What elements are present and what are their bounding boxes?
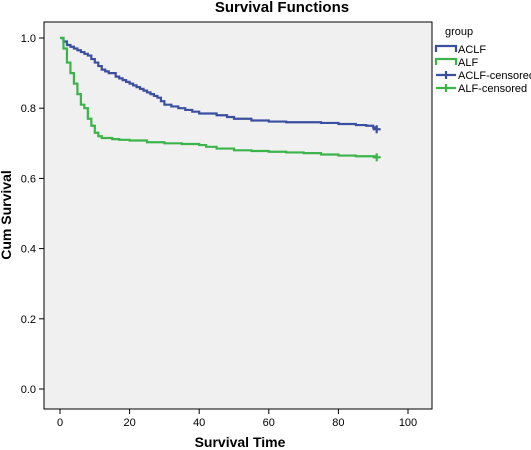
y-axis-label: Cum Survival [0, 170, 14, 259]
y-tick-label: 0.2 [21, 314, 36, 326]
series-line-alf [60, 36, 378, 158]
x-tick-label: 0 [57, 417, 63, 429]
y-tick-label: 0.8 [21, 103, 36, 115]
y-tick-label: 0.0 [21, 384, 36, 396]
x-axis: 0 20 40 60 80 100 [57, 409, 417, 429]
legend-label: ACLF-censored [458, 70, 531, 82]
plot-area [43, 21, 433, 410]
legend-item-alf-censored: ALF-censored [436, 83, 527, 95]
x-tick-label: 20 [123, 417, 135, 429]
y-tick-label: 0.4 [21, 244, 36, 256]
y-tick-label: 1.0 [21, 33, 36, 45]
legend-item-aclf: ACLF [434, 44, 486, 56]
x-tick-label: 40 [193, 417, 205, 429]
x-tick-label: 100 [399, 417, 417, 429]
legend-item-alf: ALF [434, 57, 478, 69]
y-axis: 0.0 0.2 0.4 0.6 0.8 1.0 [21, 33, 44, 396]
legend-label: ALF [458, 57, 478, 69]
series-layer [60, 36, 381, 162]
x-tick-label: 80 [332, 417, 344, 429]
censor-marker-alf [372, 153, 381, 162]
legend-label: ALF-censored [458, 83, 527, 95]
x-axis-label: Survival Time [195, 434, 286, 450]
legend-label: ACLF [458, 44, 486, 56]
censor-marker-aclf [372, 125, 381, 134]
series-line-aclf [60, 36, 378, 130]
legend-item-aclf-censored: ACLF-censored [436, 70, 531, 82]
y-tick-label: 0.6 [21, 173, 36, 185]
chart-title: Survival Functions [215, 0, 349, 16]
x-tick-label: 60 [263, 417, 275, 429]
legend-title: group [445, 26, 473, 38]
